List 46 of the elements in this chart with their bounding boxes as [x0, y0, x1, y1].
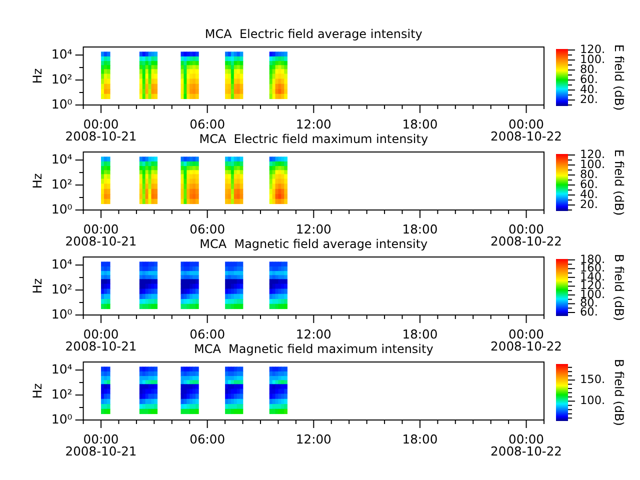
x-tick-label: 00:00 2008-10-22 [490, 432, 562, 459]
x-tick-label: 12:00 [296, 222, 332, 236]
color-bar-label: 100. [580, 394, 606, 408]
x-tick-label: 06:00 [190, 117, 226, 132]
y-tick-label: 10⁰ [51, 306, 72, 322]
x-tick-label: 00:00 2008-10-21 [65, 222, 137, 249]
x-tick-label: 18:00 [402, 327, 438, 342]
y-tick-label: 10⁰ [51, 201, 72, 216]
x-tick-label: 18:00 [402, 117, 438, 132]
y-axis-title: Hz [30, 68, 44, 84]
y-tick-label: 10² [51, 386, 72, 402]
y-tick-label: 10⁰ [51, 96, 72, 112]
y-tick-label: 10⁴ [51, 256, 72, 272]
x-tick-label: 00:00 2008-10-22 [490, 222, 562, 249]
x-tick-label: 00:00 2008-10-21 [65, 327, 137, 354]
x-tick-label: 12:00 [296, 327, 332, 342]
y-axis-title: Hz [30, 383, 44, 399]
x-tick-label: 06:00 [190, 327, 226, 342]
chart-title: MCA Magnetic field average intensity [200, 237, 428, 252]
color-bar-title: B field (dB) [612, 254, 626, 321]
color-bar-title: B field (dB) [612, 359, 626, 426]
x-tick-label: 18:00 [402, 222, 438, 236]
chart-title: MCA Electric field maximum intensity [199, 132, 428, 146]
chart-title: MCA Magnetic field maximum intensity [194, 342, 434, 356]
chart-title: MCA Electric field average intensity [204, 27, 422, 42]
y-tick-label: 10² [51, 71, 72, 86]
x-tick-label: 00:00 2008-10-21 [65, 432, 137, 459]
y-axis-title: Hz [30, 173, 44, 189]
y-tick-label: 10⁴ [51, 46, 72, 62]
color-bar-title: E field (dB) [612, 44, 626, 111]
x-tick-label: 18:00 [402, 432, 438, 446]
x-tick-label: 00:00 2008-10-21 [65, 117, 137, 144]
x-tick-label: 06:00 [190, 432, 226, 446]
y-tick-label: 10⁴ [51, 151, 72, 166]
color-bar-title: E field (dB) [612, 149, 626, 216]
y-tick-label: 10² [51, 176, 72, 192]
y-tick-label: 10⁴ [51, 361, 72, 376]
y-axis-title: Hz [30, 278, 44, 294]
y-tick-label: 10² [51, 281, 72, 296]
x-tick-label: 12:00 [296, 117, 332, 132]
color-bar-label: 150. [580, 372, 606, 386]
x-tick-label: 06:00 [190, 222, 226, 236]
x-tick-label: 00:00 2008-10-22 [490, 117, 562, 144]
x-tick-label: 12:00 [296, 432, 332, 446]
y-tick-label: 10⁰ [51, 411, 72, 426]
x-tick-label: 00:00 2008-10-22 [490, 327, 562, 354]
